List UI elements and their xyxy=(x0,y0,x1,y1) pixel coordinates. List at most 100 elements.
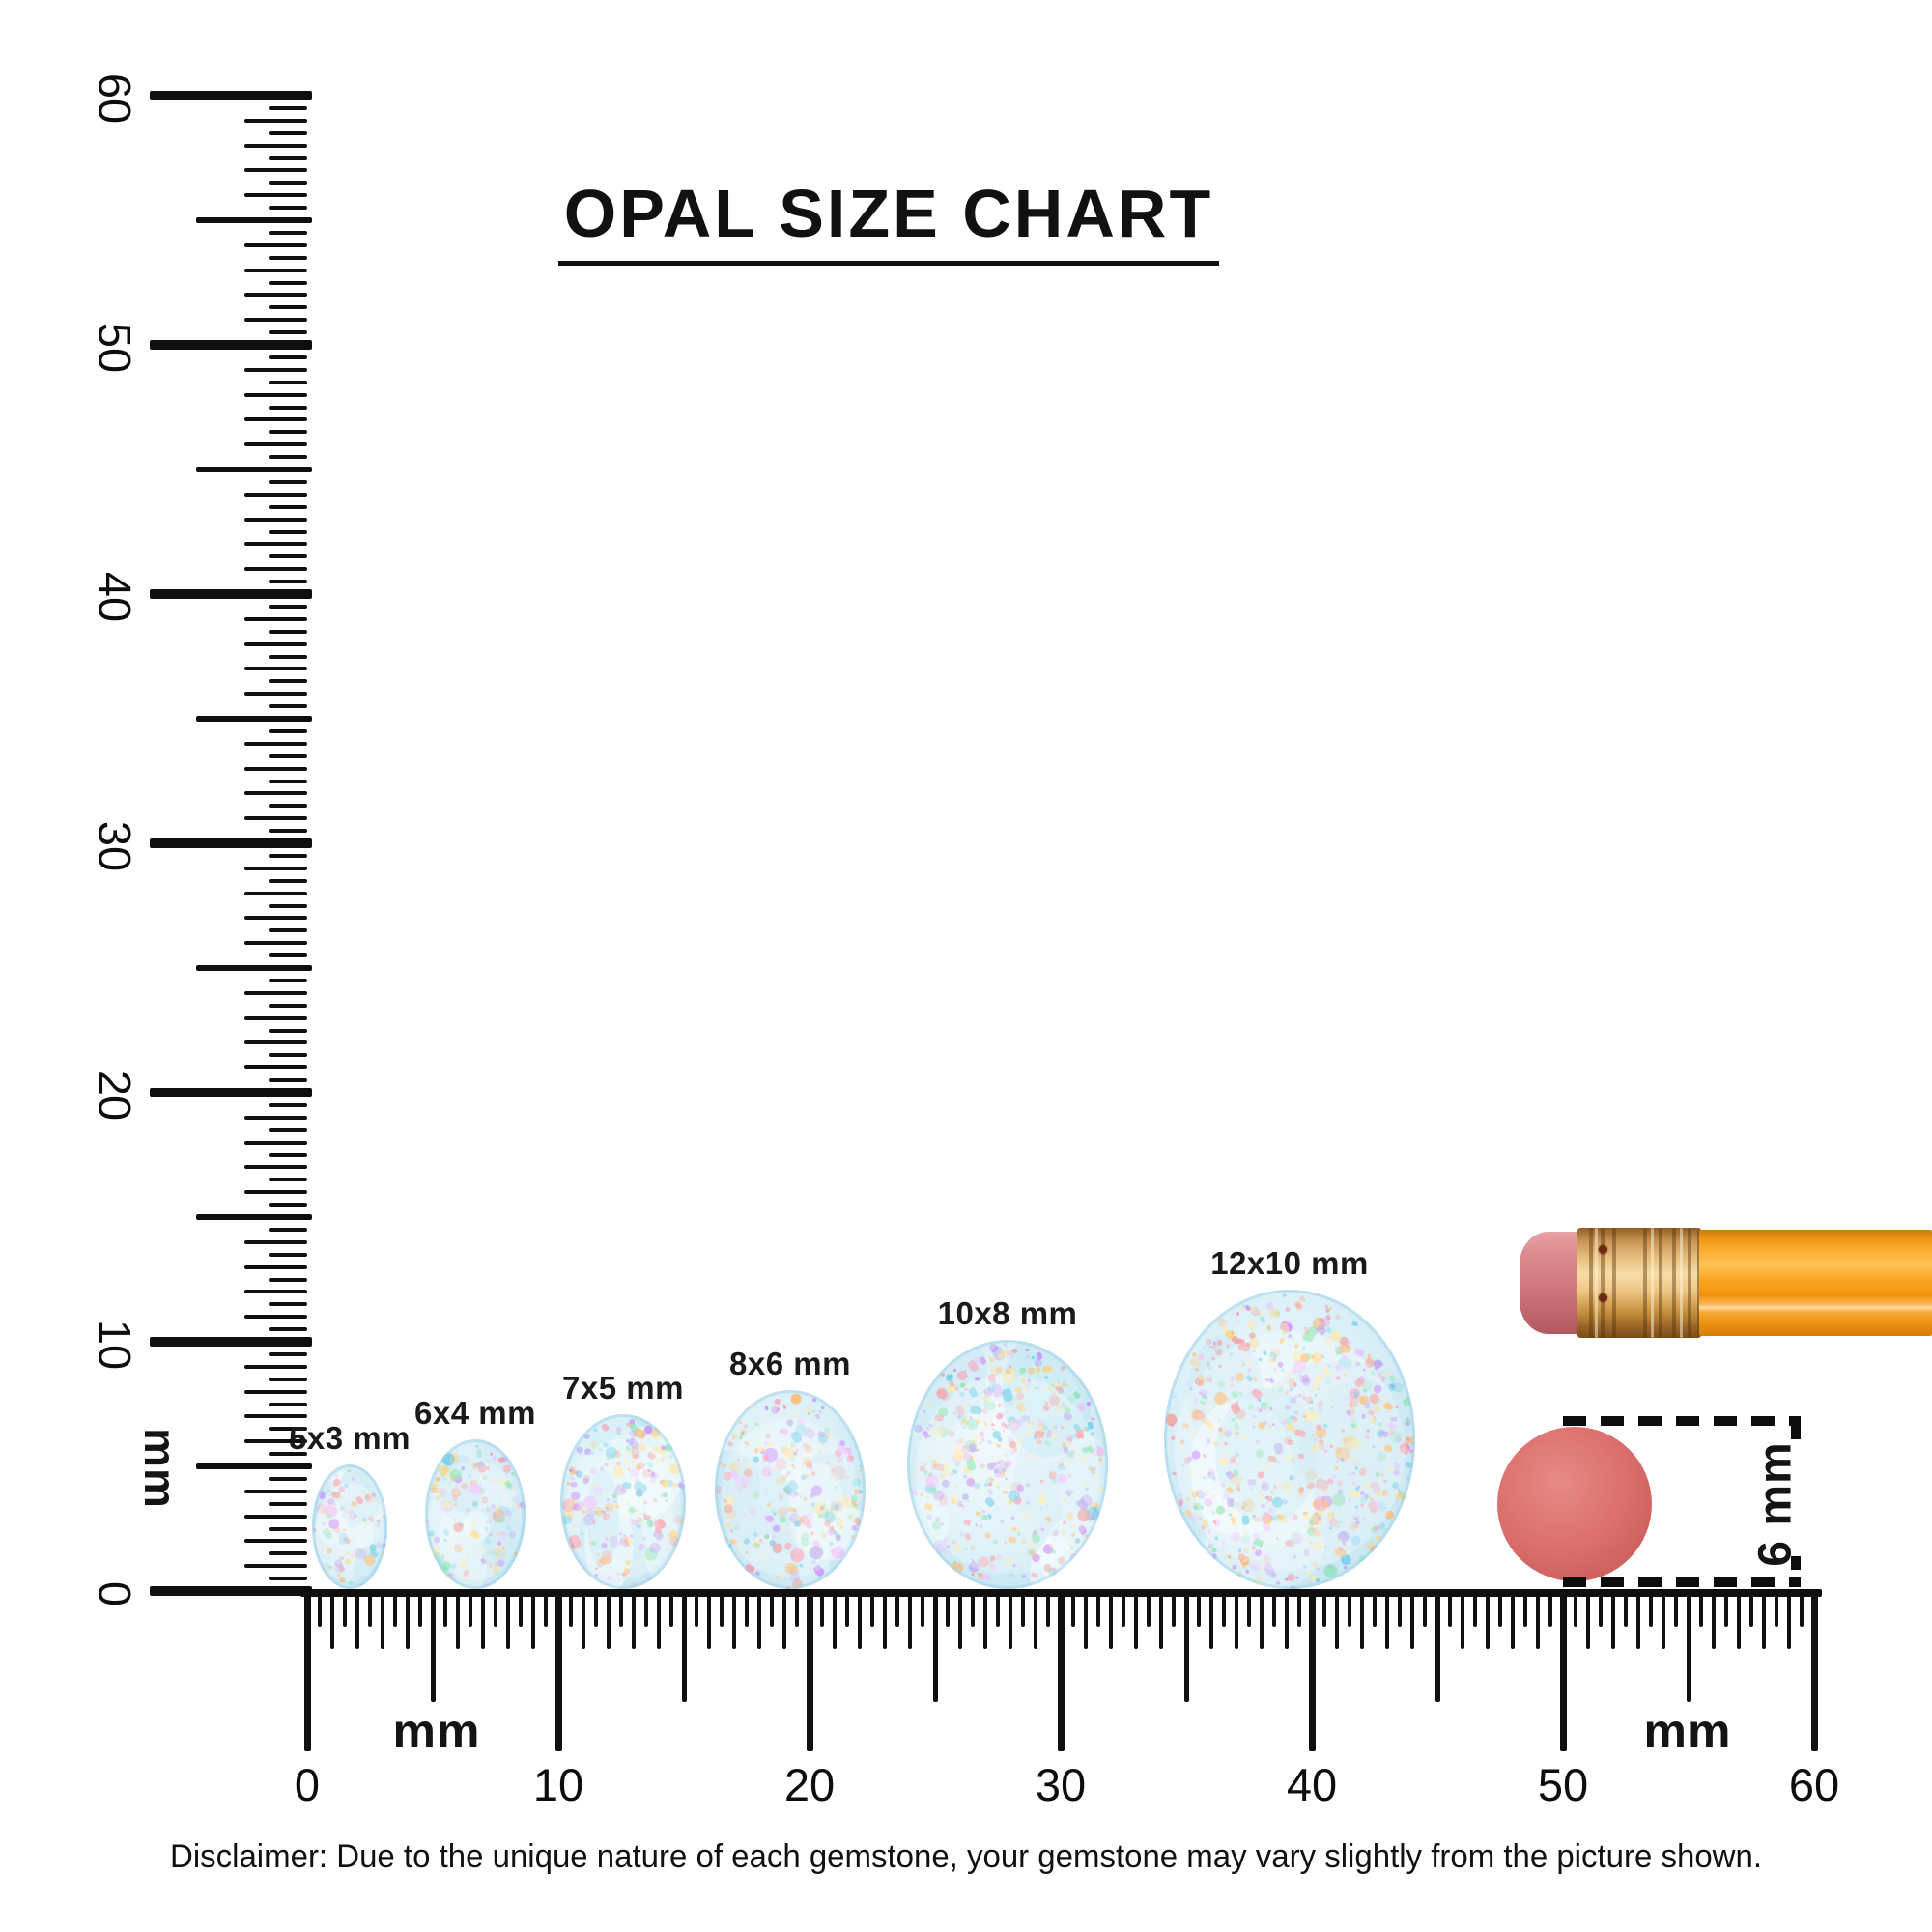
h-ruler-tick xyxy=(757,1593,761,1649)
h-ruler-tick xyxy=(669,1593,673,1627)
h-ruler-tick xyxy=(1322,1593,1326,1627)
v-ruler-tick xyxy=(244,1190,307,1195)
h-ruler-tick xyxy=(318,1593,322,1627)
v-ruler-tick xyxy=(196,1463,312,1469)
v-ruler-tick xyxy=(244,318,307,323)
v-ruler-tick xyxy=(244,143,307,148)
v-ruler-tick xyxy=(269,405,307,410)
h-ruler-tick xyxy=(1209,1593,1213,1649)
v-ruler-tick xyxy=(244,891,307,895)
v-ruler-tick xyxy=(244,916,307,921)
v-ruler-tick xyxy=(269,1277,307,1282)
v-ruler-tick xyxy=(244,990,307,995)
h-ruler-unit-right: mm xyxy=(1643,1704,1732,1758)
v-ruler-tick xyxy=(150,589,312,599)
h-ruler-tick xyxy=(908,1593,912,1649)
h-ruler-tick xyxy=(1448,1593,1452,1627)
v-ruler-label-20: 20 xyxy=(89,1069,141,1122)
h-ruler-tick xyxy=(1096,1593,1100,1627)
v-ruler-label-50: 50 xyxy=(89,322,141,374)
h-ruler-tick xyxy=(1473,1593,1477,1627)
v-ruler-tick xyxy=(244,667,307,671)
v-ruler-tick xyxy=(244,741,307,746)
eraser-diameter-label: 6 mm xyxy=(1749,1441,1802,1567)
dimension-dash-stub-top xyxy=(1791,1426,1801,1447)
v-ruler-tick xyxy=(269,230,307,235)
h-ruler-tick xyxy=(506,1593,510,1649)
ferrule-crimp-highlight xyxy=(1651,1228,1654,1338)
h-ruler-tick xyxy=(343,1593,347,1627)
v-ruler-tick xyxy=(269,753,307,758)
v-ruler-tick xyxy=(269,878,307,883)
h-ruler-tick xyxy=(1410,1593,1414,1649)
v-ruler-tick xyxy=(244,442,307,447)
v-ruler-tick xyxy=(244,367,307,372)
v-ruler-tick xyxy=(244,1065,307,1070)
v-ruler-tick xyxy=(150,1586,312,1596)
h-ruler-tick xyxy=(883,1593,887,1649)
v-ruler-tick xyxy=(269,380,307,384)
v-ruler-tick xyxy=(269,1003,307,1008)
v-ruler-tick xyxy=(196,467,312,472)
h-ruler-tick xyxy=(895,1593,899,1627)
h-ruler-tick xyxy=(732,1593,736,1649)
v-ruler-tick xyxy=(244,1564,307,1569)
h-ruler-tick xyxy=(1699,1593,1703,1627)
page-title: OPAL SIZE CHART xyxy=(483,180,1294,266)
h-ruler-tick xyxy=(657,1593,661,1649)
h-ruler-tick xyxy=(1662,1593,1665,1649)
v-ruler-tick xyxy=(269,1501,307,1506)
v-ruler-tick xyxy=(244,1389,307,1394)
h-ruler-tick xyxy=(1586,1593,1590,1649)
v-ruler-tick xyxy=(244,293,307,298)
v-ruler-tick xyxy=(150,1337,312,1347)
pencil-body xyxy=(1699,1230,1932,1336)
v-ruler-tick xyxy=(269,1302,307,1307)
opal-7x5mm xyxy=(560,1414,686,1589)
v-ruler-tick xyxy=(244,392,307,397)
v-ruler-tick xyxy=(269,1227,307,1232)
v-ruler-label-0: 0 xyxy=(89,1580,141,1607)
ferrule-crimp-line xyxy=(1688,1228,1691,1338)
h-ruler-tick xyxy=(1222,1593,1226,1627)
v-ruler-tick xyxy=(269,629,307,634)
h-ruler-tick xyxy=(1172,1593,1176,1627)
ferrule-crimp-line xyxy=(1612,1228,1616,1338)
h-ruler-tick xyxy=(481,1593,485,1649)
v-ruler-tick xyxy=(269,728,307,733)
ferrule-crimp-line xyxy=(1601,1228,1605,1338)
v-ruler-tick xyxy=(244,517,307,522)
v-ruler-tick xyxy=(244,766,307,771)
h-ruler-tick xyxy=(1071,1593,1075,1627)
v-ruler-label-10: 10 xyxy=(89,1319,141,1371)
h-ruler-tick xyxy=(594,1593,598,1627)
v-ruler-tick xyxy=(244,567,307,572)
v-ruler-tick xyxy=(269,580,307,584)
h-ruler-tick xyxy=(1611,1593,1615,1649)
h-ruler-tick xyxy=(406,1593,410,1649)
v-ruler-tick xyxy=(244,1115,307,1120)
h-ruler-tick xyxy=(870,1593,874,1627)
v-ruler-tick xyxy=(196,1214,312,1220)
v-ruler-tick xyxy=(244,1539,307,1544)
h-ruler-tick xyxy=(1749,1593,1753,1627)
h-ruler-tick xyxy=(1548,1593,1552,1627)
v-ruler-unit: mm xyxy=(135,1428,185,1509)
h-ruler-tick xyxy=(1385,1593,1389,1649)
v-ruler-tick xyxy=(269,1577,307,1581)
h-ruler-tick xyxy=(1536,1593,1540,1649)
v-ruler-tick xyxy=(150,340,312,350)
v-ruler-tick xyxy=(269,1452,307,1457)
h-ruler-tick xyxy=(770,1593,774,1627)
v-ruler-tick xyxy=(244,1489,307,1493)
h-ruler-tick xyxy=(1159,1593,1163,1649)
h-ruler-tick xyxy=(681,1593,687,1702)
v-ruler-tick xyxy=(244,692,307,696)
v-ruler-tick xyxy=(196,217,312,223)
opal-label: 6x4 mm xyxy=(414,1395,536,1431)
v-ruler-label-40: 40 xyxy=(89,571,141,623)
h-ruler-tick xyxy=(1737,1593,1741,1649)
h-ruler-tick xyxy=(443,1593,447,1627)
h-ruler-tick xyxy=(1624,1593,1628,1627)
ferrule-crimp-line xyxy=(1659,1228,1662,1338)
